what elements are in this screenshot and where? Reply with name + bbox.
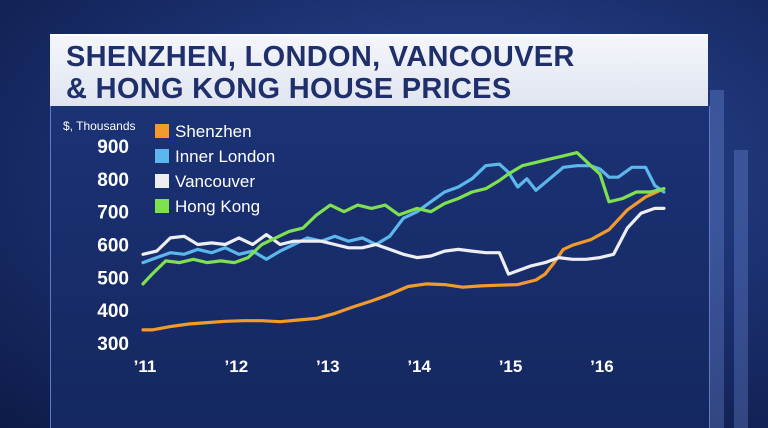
series-lines xyxy=(141,150,666,332)
y-tick-label: 400 xyxy=(97,301,129,322)
legend-swatch-inner-london xyxy=(155,149,169,163)
series-line-vancouver xyxy=(141,206,666,276)
y-axis-unit-label: $, Thousands xyxy=(63,119,136,133)
y-tick-label: 300 xyxy=(97,334,129,355)
legend-swatch-shenzhen xyxy=(155,124,169,138)
y-tick-label: 600 xyxy=(97,236,129,257)
series-line-shenzhen xyxy=(141,187,666,332)
chart-title-line1: SHENZHEN, LONDON, VANCOUVER xyxy=(66,41,575,73)
y-tick-label: 900 xyxy=(97,137,129,158)
legend-label-inner-london: Inner London xyxy=(175,147,275,166)
legend-swatch-hong-kong xyxy=(155,199,169,213)
x-tick-label: ’14 xyxy=(407,357,431,376)
chart-title-line2: & HONG KONG HOUSE PRICES xyxy=(66,73,512,105)
y-axis-ticks: 300 400 500 600 700 800 900 xyxy=(97,137,129,355)
x-tick-label: ’11 xyxy=(134,357,157,376)
x-axis-ticks: ’11 ’12 ’13 ’14 ’15 ’16 xyxy=(134,357,614,376)
legend-swatch-vancouver xyxy=(155,174,169,188)
legend-label-hong-kong: Hong Kong xyxy=(175,197,260,216)
legend-label-vancouver: Vancouver xyxy=(175,172,255,191)
series-line-hong-kong xyxy=(141,150,666,286)
x-tick-label: ’13 xyxy=(316,357,340,376)
legend: Shenzhen Inner London Vancouver Hong Kong xyxy=(155,122,275,216)
x-tick-label: ’12 xyxy=(225,357,249,376)
y-tick-label: 800 xyxy=(97,170,129,191)
title-banner: SHENZHEN, LONDON, VANCOUVER & HONG KONG … xyxy=(50,34,708,108)
y-tick-label: 700 xyxy=(97,203,129,224)
legend-label-shenzhen: Shenzhen xyxy=(175,122,252,141)
chart-panel: $, Thousands 300 400 500 600 700 800 900 ’11’1… xyxy=(50,106,710,428)
x-tick-label: ’16 xyxy=(590,357,614,376)
x-tick-label: ’15 xyxy=(499,357,523,376)
y-tick-label: 500 xyxy=(97,268,129,289)
